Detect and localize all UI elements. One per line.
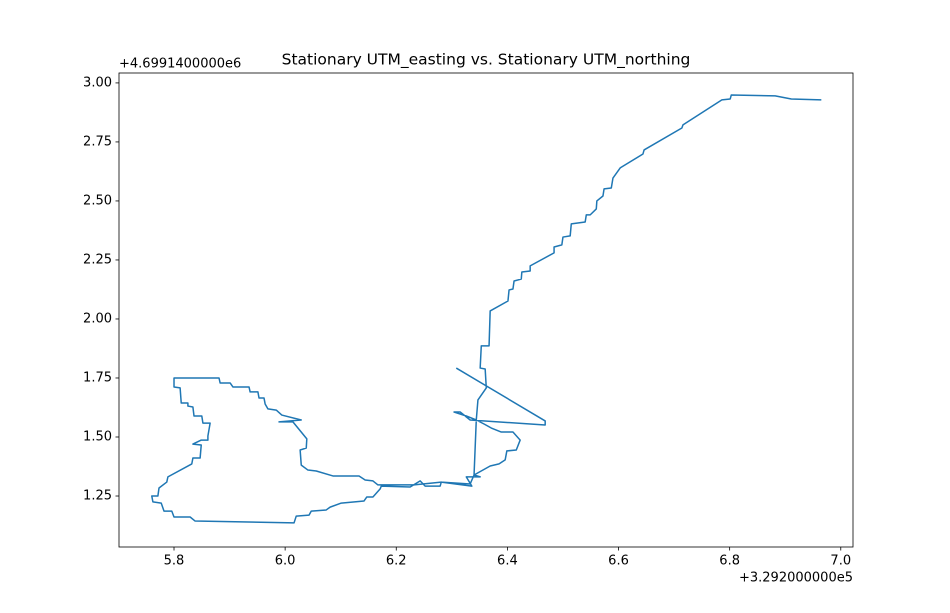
x-tick-label: 7.0	[830, 554, 851, 569]
y-tick-label: 1.25	[83, 489, 112, 504]
x-tick-label: 6.4	[497, 554, 518, 569]
chart-title: Stationary UTM_easting vs. Stationary UT…	[282, 51, 691, 70]
y-tick-label: 2.75	[83, 134, 112, 149]
y-tick-label: 2.00	[83, 311, 112, 326]
y-tick-label: 2.25	[83, 252, 112, 267]
y-tick-label: 1.75	[83, 370, 112, 385]
axes-frame	[118, 72, 854, 548]
y-offset-label: +4.6991400000e6	[119, 57, 241, 72]
x-tick-label: 6.0	[275, 554, 296, 569]
x-tick-label: 6.2	[386, 554, 407, 569]
y-tick-label: 3.00	[83, 75, 112, 90]
data-line	[151, 94, 822, 524]
x-tick-label: 5.8	[164, 554, 185, 569]
y-tick-label: 2.50	[83, 193, 112, 208]
x-offset-label: +3.292000000e5	[739, 571, 853, 586]
x-tick-label: 6.6	[608, 554, 629, 569]
y-tick-label: 1.50	[83, 429, 112, 444]
x-tick-label: 6.8	[719, 554, 740, 569]
